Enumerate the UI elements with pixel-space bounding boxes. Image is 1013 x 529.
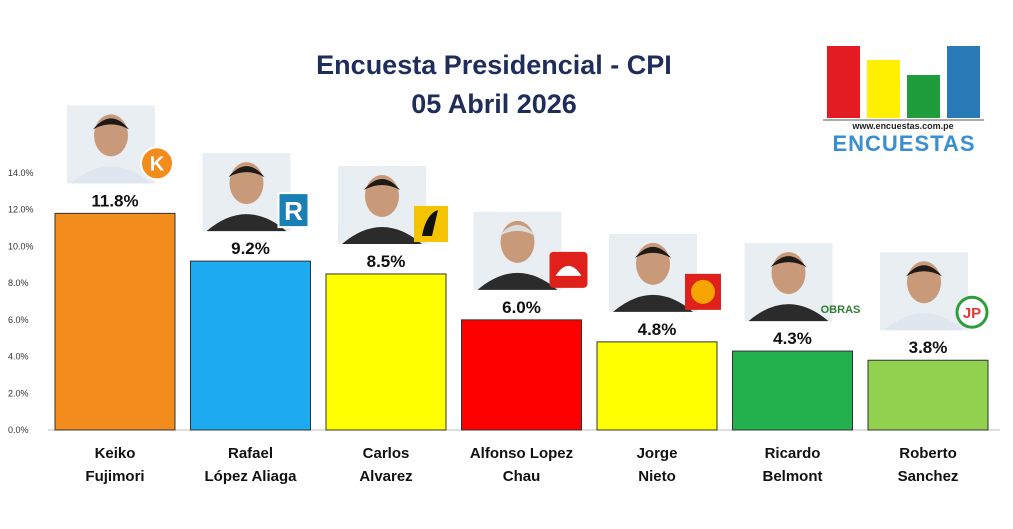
candidate-photo: OBRAS	[744, 243, 861, 322]
category-label-line2: Belmont	[763, 468, 823, 485]
candidate-photo	[473, 211, 588, 290]
category-label-line2: Chau	[503, 468, 541, 485]
shoulders-shape	[613, 294, 693, 312]
bar	[54, 212, 176, 431]
category-label-line1: Rafael	[228, 445, 273, 462]
jp-logo-icon: JP	[955, 295, 989, 329]
svg-text:R: R	[284, 196, 303, 226]
candidate-photo: K	[67, 105, 174, 184]
y-tick-label: 2.0%	[8, 388, 29, 398]
y-tick-label: 6.0%	[8, 315, 29, 325]
y-tick-label: 0.0%	[8, 425, 29, 435]
y-tick-label: 12.0%	[8, 205, 34, 215]
candidate-portraits: K R OBRAS JP	[67, 105, 989, 331]
obras-logo-icon: OBRAS	[821, 304, 861, 316]
sun-logo-icon	[685, 273, 721, 310]
category-label-line1: Roberto	[899, 445, 957, 462]
value-label: 4.8%	[638, 320, 677, 339]
category-label-line2: Alvarez	[359, 468, 412, 485]
svg-text:JP: JP	[963, 305, 981, 322]
category-label-line2: Nieto	[638, 468, 676, 485]
logo-bar-green	[907, 75, 940, 118]
category-label-line1: Keiko	[95, 445, 136, 462]
bar	[461, 319, 582, 431]
value-label: 4.3%	[773, 329, 812, 348]
candidate-photo	[609, 233, 721, 312]
y-tick-label: 14.0%	[8, 168, 34, 178]
bar	[596, 341, 718, 431]
hair-shape	[93, 118, 129, 130]
r-logo-icon: R	[277, 192, 310, 229]
category-label-line2: Fujimori	[85, 468, 144, 485]
category-label-line2: López Aliaga	[205, 468, 298, 485]
k-logo-icon: K	[140, 146, 174, 181]
y-tick-label: 10.0%	[8, 241, 34, 251]
shoulders-shape	[206, 214, 287, 232]
candidate-photo: JP	[880, 252, 989, 331]
category-label-line1: Carlos	[363, 445, 410, 462]
bar	[732, 350, 853, 431]
svg-text:K: K	[150, 153, 165, 175]
value-label: 3.8%	[909, 338, 948, 357]
chart-title: Encuesta Presidencial - CPI	[316, 50, 672, 80]
value-label: 11.8%	[91, 191, 138, 210]
shoulders-shape	[477, 272, 558, 290]
logo-url: www.encuestas.com.pe	[851, 121, 953, 131]
hair-shape	[635, 246, 671, 258]
category-label-line1: Alfonso Lopez	[470, 445, 573, 462]
value-labels: 11.8% 9.2% 8.5% 6.0% 4.8% 4.3% 3.8%	[91, 191, 947, 357]
category-labels: Keiko Fujimori Rafael López Aliaga Carlos Alv…	[85, 445, 958, 485]
helmet-logo-icon	[549, 251, 588, 288]
bar	[190, 260, 311, 431]
road-logo-icon	[414, 205, 448, 242]
encuestas-logo: www.encuestas.com.pe ENCUESTAS	[823, 46, 984, 156]
value-label: 9.2%	[231, 239, 270, 258]
y-tick-label: 4.0%	[8, 352, 29, 362]
category-label-line2: Sanchez	[898, 468, 959, 485]
hair-shape	[770, 256, 807, 268]
shoulders-shape	[748, 304, 829, 322]
shoulders-shape	[71, 166, 151, 184]
shoulders-shape	[884, 313, 964, 331]
chart-subtitle: 05 Abril 2026	[411, 89, 577, 119]
svg-text:OBRAS: OBRAS	[821, 304, 861, 316]
hair-shape	[364, 178, 400, 190]
logo-bar-red	[827, 46, 860, 118]
hair-shape	[906, 265, 942, 277]
bar-series	[54, 212, 989, 431]
value-label: 6.0%	[502, 298, 541, 317]
logo-bar-blue	[947, 46, 980, 118]
hair-shape	[228, 166, 265, 178]
category-label-line1: Jorge	[637, 445, 678, 462]
y-tick-label: 8.0%	[8, 278, 29, 288]
logo-bar-yellow	[867, 60, 900, 118]
hair-shape	[499, 224, 536, 236]
category-label-line1: Ricardo	[765, 445, 821, 462]
bar	[867, 359, 989, 431]
candidate-photo	[338, 165, 448, 244]
candidate-photo: R	[202, 153, 310, 232]
bar	[325, 273, 447, 431]
value-label: 8.5%	[367, 252, 406, 271]
shoulders-shape	[342, 226, 422, 244]
logo-name: ENCUESTAS	[832, 131, 975, 156]
